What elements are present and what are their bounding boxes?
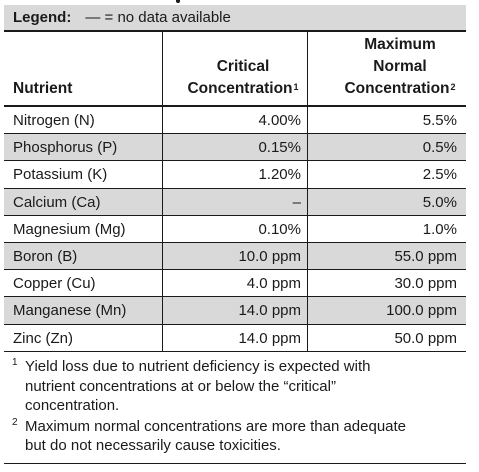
- header-column-divider: [162, 32, 163, 106]
- column-divider: [162, 270, 163, 297]
- footnote-marker: 1: [12, 357, 18, 368]
- bottom-rule: [4, 463, 466, 464]
- table-row: Phosphorus (P) 0.15% 0.5%: [4, 134, 466, 162]
- header-top-rule: [4, 30, 466, 32]
- footnote-text-line: Maximum normal concentrations are more t…: [25, 417, 407, 435]
- column-divider: [162, 188, 163, 215]
- header-critical-concentration: Critical Concentration1: [187, 58, 299, 97]
- cell-critical-concentration: 0.10%: [258, 220, 301, 238]
- legend-bar: Legend: — = no data available: [4, 5, 466, 30]
- cell-nutrient: Phosphorus (P): [13, 139, 118, 157]
- footnote-marker: 2: [12, 416, 18, 428]
- cell-maximum-concentration: 30.0 ppm: [394, 275, 457, 293]
- column-divider: [162, 215, 163, 242]
- column-divider: [162, 107, 163, 134]
- footnote-text-line: Yield loss due to nutrient deficiency is…: [25, 358, 371, 375]
- cell-critical-concentration: 14.0 ppm: [238, 329, 301, 347]
- column-divider: [307, 134, 308, 161]
- footnote-1: 1 Yield loss due to nutrient deficiency i…: [4, 357, 466, 416]
- header-column-divider: [307, 32, 308, 106]
- footnote-2: 2 Maximum normal concentrations are more …: [4, 417, 466, 456]
- column-divider: [162, 324, 163, 351]
- cell-nutrient: Magnesium (Mg): [13, 220, 126, 238]
- column-divider: [307, 161, 308, 188]
- column-divider: [162, 134, 163, 161]
- footnote-text-line: concentration.: [25, 397, 120, 414]
- column-divider: [307, 188, 308, 215]
- cell-maximum-concentration: 5.5%: [422, 112, 457, 129]
- column-divider: [307, 324, 308, 351]
- footnote-ref-2: 2: [450, 82, 456, 92]
- cell-nutrient: Nitrogen (N): [13, 112, 95, 129]
- cell-nutrient: Potassium (K): [13, 166, 108, 184]
- column-divider: [162, 161, 163, 188]
- table-row: Nitrogen (N) 4.00% 5.5%: [4, 107, 466, 135]
- cut-off-glyph: [176, 0, 180, 3]
- cell-critical-concentration: 14.0 ppm: [238, 302, 301, 320]
- top-cut-strip: [0, 0, 479, 5]
- column-divider: [162, 242, 163, 270]
- table-row: Magnesium (Mg) 0.10% 1.0%: [4, 215, 466, 243]
- footnote-ref-1: 1: [293, 82, 299, 92]
- footnote-text-line: but do not necessarily cause toxicities.: [25, 437, 281, 454]
- nutrient-table-body: Nitrogen (N) 4.00% 5.5% Phosphorus (P) 0.15%…: [4, 107, 466, 352]
- legend-text: — = no data available: [85, 9, 231, 26]
- cell-critical-concentration: –: [292, 193, 301, 211]
- column-divider: [307, 270, 308, 297]
- cell-nutrient: Copper (Cu): [13, 275, 96, 293]
- footnote-text-line: nutrient concentrations at or below the …: [25, 377, 336, 395]
- cell-nutrient: Manganese (Mn): [13, 302, 127, 320]
- column-divider: [307, 215, 308, 242]
- cell-maximum-concentration: 55.0 ppm: [394, 247, 457, 265]
- cell-maximum-concentration: 2.5%: [422, 166, 457, 184]
- table-row: Potassium (K) 1.20% 2.5%: [4, 161, 466, 189]
- cell-critical-concentration: 0.15%: [258, 139, 301, 157]
- cell-maximum-concentration: 5.0%: [422, 193, 457, 211]
- header-bottom-rule: [4, 105, 466, 107]
- cell-nutrient: Zinc (Zn): [13, 329, 73, 347]
- cell-maximum-concentration: 0.5%: [422, 139, 457, 157]
- cell-critical-concentration: 4.0 ppm: [246, 275, 301, 293]
- cell-critical-concentration: 1.20%: [258, 166, 301, 184]
- table-row: Calcium (Ca) – 5.0%: [4, 188, 466, 216]
- column-divider: [307, 297, 308, 324]
- cell-nutrient: Boron (B): [13, 247, 78, 265]
- header-maximum-normal-concentration: Maximum Normal Concentration2: [344, 36, 456, 97]
- cell-critical-concentration: 10.0 ppm: [238, 247, 301, 265]
- table-row: Manganese (Mn) 14.0 ppm 100.0 ppm: [4, 297, 466, 325]
- footnotes: 1 Yield loss due to nutrient deficiency i…: [4, 357, 466, 457]
- column-divider: [162, 297, 163, 324]
- cell-maximum-concentration: 100.0 ppm: [386, 302, 457, 320]
- table-row: Copper (Cu) 4.0 ppm 30.0 ppm: [4, 270, 466, 298]
- column-divider: [307, 107, 308, 134]
- header-nutrient: Nutrient: [13, 80, 73, 97]
- legend-label: Legend:: [13, 9, 72, 26]
- table-row: Boron (B) 10.0 ppm 55.0 ppm: [4, 242, 466, 271]
- table-row: Zinc (Zn) 14.0 ppm 50.0 ppm: [4, 324, 466, 352]
- cell-critical-concentration: 4.00%: [258, 112, 301, 129]
- column-divider: [307, 242, 308, 270]
- cell-maximum-concentration: 1.0%: [422, 220, 457, 238]
- table-header: Nutrient Critical Concentration1 Maximum…: [4, 32, 466, 104]
- cell-maximum-concentration: 50.0 ppm: [394, 329, 457, 347]
- cell-nutrient: Calcium (Ca): [13, 193, 101, 211]
